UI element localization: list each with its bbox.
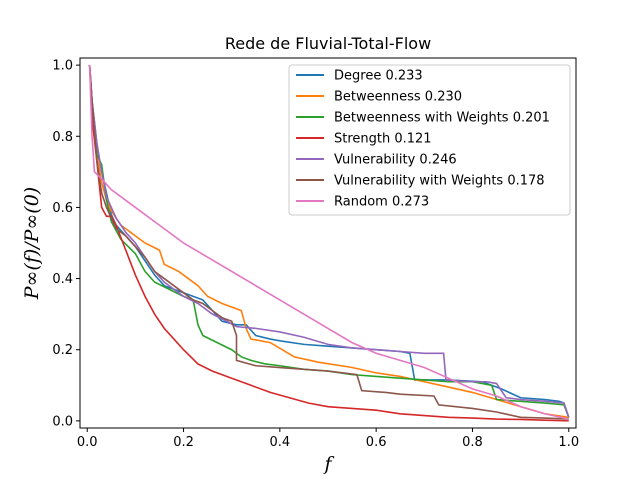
x-axis-label: f bbox=[322, 453, 334, 475]
legend-label: Betweenness 0.230 bbox=[334, 90, 462, 105]
y-tick-label: 1.0 bbox=[52, 59, 73, 74]
series-line bbox=[88, 65, 569, 420]
legend-box bbox=[288, 64, 571, 216]
series-line bbox=[88, 65, 570, 418]
y-tick-label: 0.8 bbox=[52, 130, 73, 145]
y-tick-label: 0.2 bbox=[52, 343, 73, 358]
series-line bbox=[88, 65, 570, 418]
x-tick-label: 0.0 bbox=[77, 435, 98, 450]
legend-label: Strength 0.121 bbox=[334, 132, 432, 147]
y-tick-label: 0.6 bbox=[52, 201, 73, 216]
legend-label: Vulnerability with Weights 0.178 bbox=[334, 174, 545, 189]
series-lines bbox=[88, 65, 570, 422]
x-tick-label: 0.8 bbox=[462, 435, 483, 450]
y-tick-label: 0.0 bbox=[52, 414, 73, 429]
plot-frame bbox=[79, 57, 577, 429]
legend-label: Betweenness with Weights 0.201 bbox=[334, 111, 550, 126]
series-line bbox=[88, 65, 569, 420]
legend-label: Vulnerability 0.246 bbox=[334, 153, 457, 168]
legend: Degree 0.233 Betweenness 0.230 Betweenness… bbox=[288, 64, 571, 216]
legend-label: Random 0.273 bbox=[334, 195, 429, 210]
x-tick-label: 0.4 bbox=[270, 435, 291, 450]
series-line bbox=[88, 65, 569, 422]
legend-label: Degree 0.233 bbox=[334, 69, 423, 84]
y-tick-label: 0.4 bbox=[52, 272, 73, 287]
x-tick-label: 0.6 bbox=[366, 435, 387, 450]
x-tick-label: 0.2 bbox=[173, 435, 194, 450]
chart-title: Rede de Fluvial-Total-Flow bbox=[225, 34, 431, 53]
y-axis-label: P∞(f)/P∞(0) bbox=[21, 187, 43, 300]
x-tick-label: 1.0 bbox=[558, 435, 579, 450]
tick-layer: 0.0 0.2 0.4 0.6 0.8 1.0 0.0 0.2 0.4 0.6 0.8 1.0 bbox=[52, 59, 579, 450]
